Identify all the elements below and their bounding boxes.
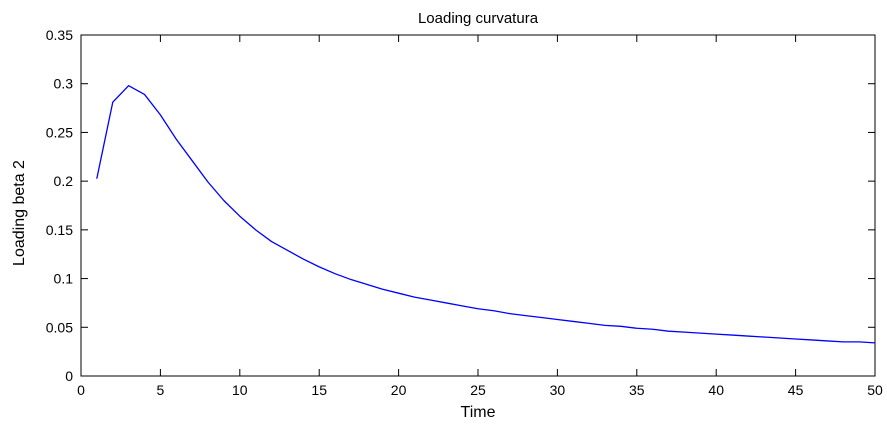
x-tick-label: 45 bbox=[788, 382, 804, 398]
y-tick-label: 0.35 bbox=[46, 27, 73, 43]
x-tick-label: 20 bbox=[391, 382, 407, 398]
x-axis-title: Time bbox=[461, 404, 496, 421]
y-tick-label: 0.2 bbox=[54, 173, 74, 189]
x-tick-label: 5 bbox=[157, 382, 165, 398]
x-tick-label: 35 bbox=[629, 382, 645, 398]
y-tick-label: 0.3 bbox=[54, 76, 74, 92]
axes: 0 5 10 15 20 25 30 35 40 45 50 0 0.05 0.1 0.15 0.2 0.25 0… bbox=[46, 27, 883, 398]
y-tick-label: 0.25 bbox=[46, 124, 73, 140]
y-tick-label: 0.15 bbox=[46, 222, 73, 238]
x-tick-label: 30 bbox=[550, 382, 566, 398]
plot-frame bbox=[80, 34, 876, 377]
y-axis-title: Loading beta 2 bbox=[11, 160, 28, 266]
series-line-1 bbox=[96, 85, 876, 344]
y-tick-label: 0 bbox=[65, 368, 73, 384]
x-tick-label: 15 bbox=[311, 382, 327, 398]
y-tick-label: 0.1 bbox=[54, 271, 74, 287]
x-tick-label: 10 bbox=[232, 382, 248, 398]
x-tick-label: 40 bbox=[708, 382, 724, 398]
y-tick-label: 0.05 bbox=[46, 319, 73, 335]
x-tick-label: 0 bbox=[77, 382, 85, 398]
series-layer bbox=[96, 85, 876, 344]
x-tick-label: 50 bbox=[867, 382, 883, 398]
x-tick-label: 25 bbox=[470, 382, 486, 398]
chart-title: Loading curvatura bbox=[418, 10, 539, 27]
